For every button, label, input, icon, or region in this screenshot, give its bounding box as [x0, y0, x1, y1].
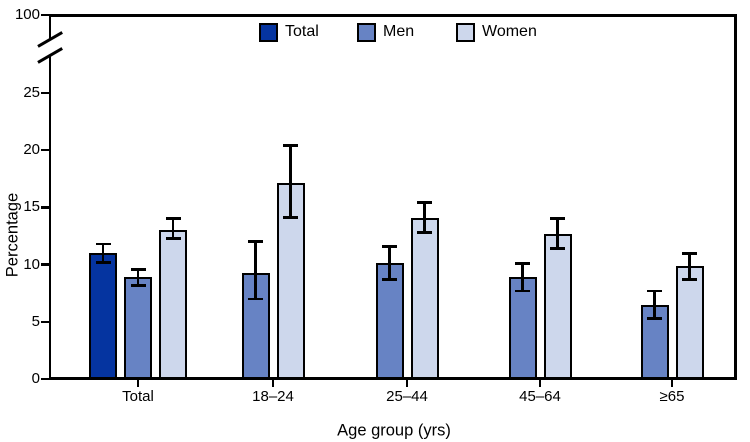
error-bar-women-65 — [688, 253, 691, 280]
error-cap-top-women-18-24 — [283, 144, 298, 148]
error-cap-bottom-men-65 — [647, 316, 662, 320]
error-cap-top-women-65 — [682, 251, 697, 255]
legend-label-total: Total — [285, 23, 319, 40]
y-axis-tick-20 — [41, 149, 49, 152]
y-axis-upper-segment — [48, 14, 52, 39]
error-cap-top-men-total — [130, 267, 146, 271]
error-bar-men-total — [136, 269, 140, 286]
y-axis-tick-25 — [41, 91, 49, 95]
y-axis-label-25: 25 — [23, 84, 40, 101]
error-cap-bottom-women-45-64 — [550, 247, 565, 250]
error-cap-bottom-women-18-24 — [283, 216, 298, 220]
error-bar-women-total — [171, 218, 175, 239]
y-axis-title: Percentage — [3, 192, 22, 278]
legend-label-men: Men — [383, 23, 415, 40]
x-axis-label-45-64: 45–64 — [519, 388, 561, 405]
x-axis-tick-total — [136, 379, 140, 387]
x-axis-tick-18-24 — [271, 379, 275, 387]
error-cap-top-men-45-64 — [515, 262, 530, 265]
error-cap-top-total-total — [95, 242, 111, 246]
bar-men-total — [124, 277, 152, 380]
error-cap-bottom-men-25-44 — [382, 278, 397, 281]
y-axis-tick-100 — [41, 14, 49, 17]
y-axis-label-5: 5 — [31, 312, 40, 330]
error-cap-bottom-women-25-44 — [417, 231, 432, 234]
error-bar-total-total — [101, 244, 105, 263]
error-bar-men-18-24 — [254, 241, 257, 299]
error-cap-bottom-total-total — [95, 260, 111, 264]
error-cap-top-women-total — [165, 217, 181, 221]
error-bar-women-25-44 — [423, 202, 426, 233]
bar-women-45-64 — [543, 233, 572, 380]
y-axis-label-20: 20 — [23, 141, 40, 159]
x-axis-tick-45-64 — [538, 379, 542, 387]
error-cap-top-women-25-44 — [417, 201, 432, 205]
y-axis-tick-0 — [41, 377, 49, 381]
legend-item-women: Women — [456, 22, 537, 42]
x-axis-tick-65 — [670, 379, 674, 387]
error-cap-top-men-65 — [647, 289, 662, 293]
legend-item-total: Total — [259, 22, 319, 42]
y-axis-label-10: 10 — [23, 255, 40, 273]
y-axis-tick-5 — [41, 320, 49, 323]
legend-label-women: Women — [482, 23, 537, 40]
error-cap-bottom-men-18-24 — [248, 297, 263, 301]
y-axis-tick-10 — [41, 263, 49, 266]
legend-swatch-total — [259, 22, 278, 42]
bar-women-65 — [675, 265, 704, 380]
legend-swatch-men — [357, 22, 376, 42]
x-axis-tick-25-44 — [405, 379, 409, 387]
y-axis-label-100: 100 — [14, 6, 40, 23]
error-cap-bottom-women-65 — [682, 278, 697, 281]
error-bar-women-18-24 — [289, 145, 292, 218]
x-axis-label-total: Total — [122, 388, 154, 405]
error-cap-bottom-men-45-64 — [515, 289, 530, 293]
error-bar-men-45-64 — [521, 263, 524, 291]
x-axis-label-25-44: 25–44 — [386, 388, 428, 405]
error-cap-top-women-45-64 — [550, 217, 565, 221]
x-axis-label-65: ≥65 — [659, 388, 685, 405]
bar-men-45-64 — [508, 277, 537, 380]
legend: Total Men Women — [0, 0, 750, 50]
legend-item-men: Men — [357, 22, 414, 42]
bar-total-total — [89, 253, 117, 380]
y-axis-lower-segment — [48, 56, 52, 380]
bar-women-25-44 — [410, 217, 439, 380]
bar-women-total — [159, 230, 187, 380]
error-cap-bottom-men-total — [130, 283, 146, 287]
error-cap-bottom-women-total — [165, 236, 181, 240]
plot-right-border — [734, 14, 737, 380]
y-axis-label-0: 0 — [31, 370, 40, 387]
error-cap-top-men-25-44 — [382, 244, 397, 248]
plot-top-border — [48, 14, 737, 17]
error-cap-top-men-18-24 — [248, 240, 263, 244]
y-axis-tick-15 — [41, 206, 49, 209]
error-bar-men-25-44 — [388, 246, 391, 280]
x-axis-title: Age group (yrs) — [337, 421, 451, 440]
y-axis-label-15: 15 — [23, 198, 40, 216]
x-axis-label-18-24: 18–24 — [252, 388, 294, 405]
legend-swatch-women — [456, 22, 475, 42]
error-bar-men-65 — [653, 290, 656, 319]
error-bar-women-45-64 — [556, 218, 559, 249]
